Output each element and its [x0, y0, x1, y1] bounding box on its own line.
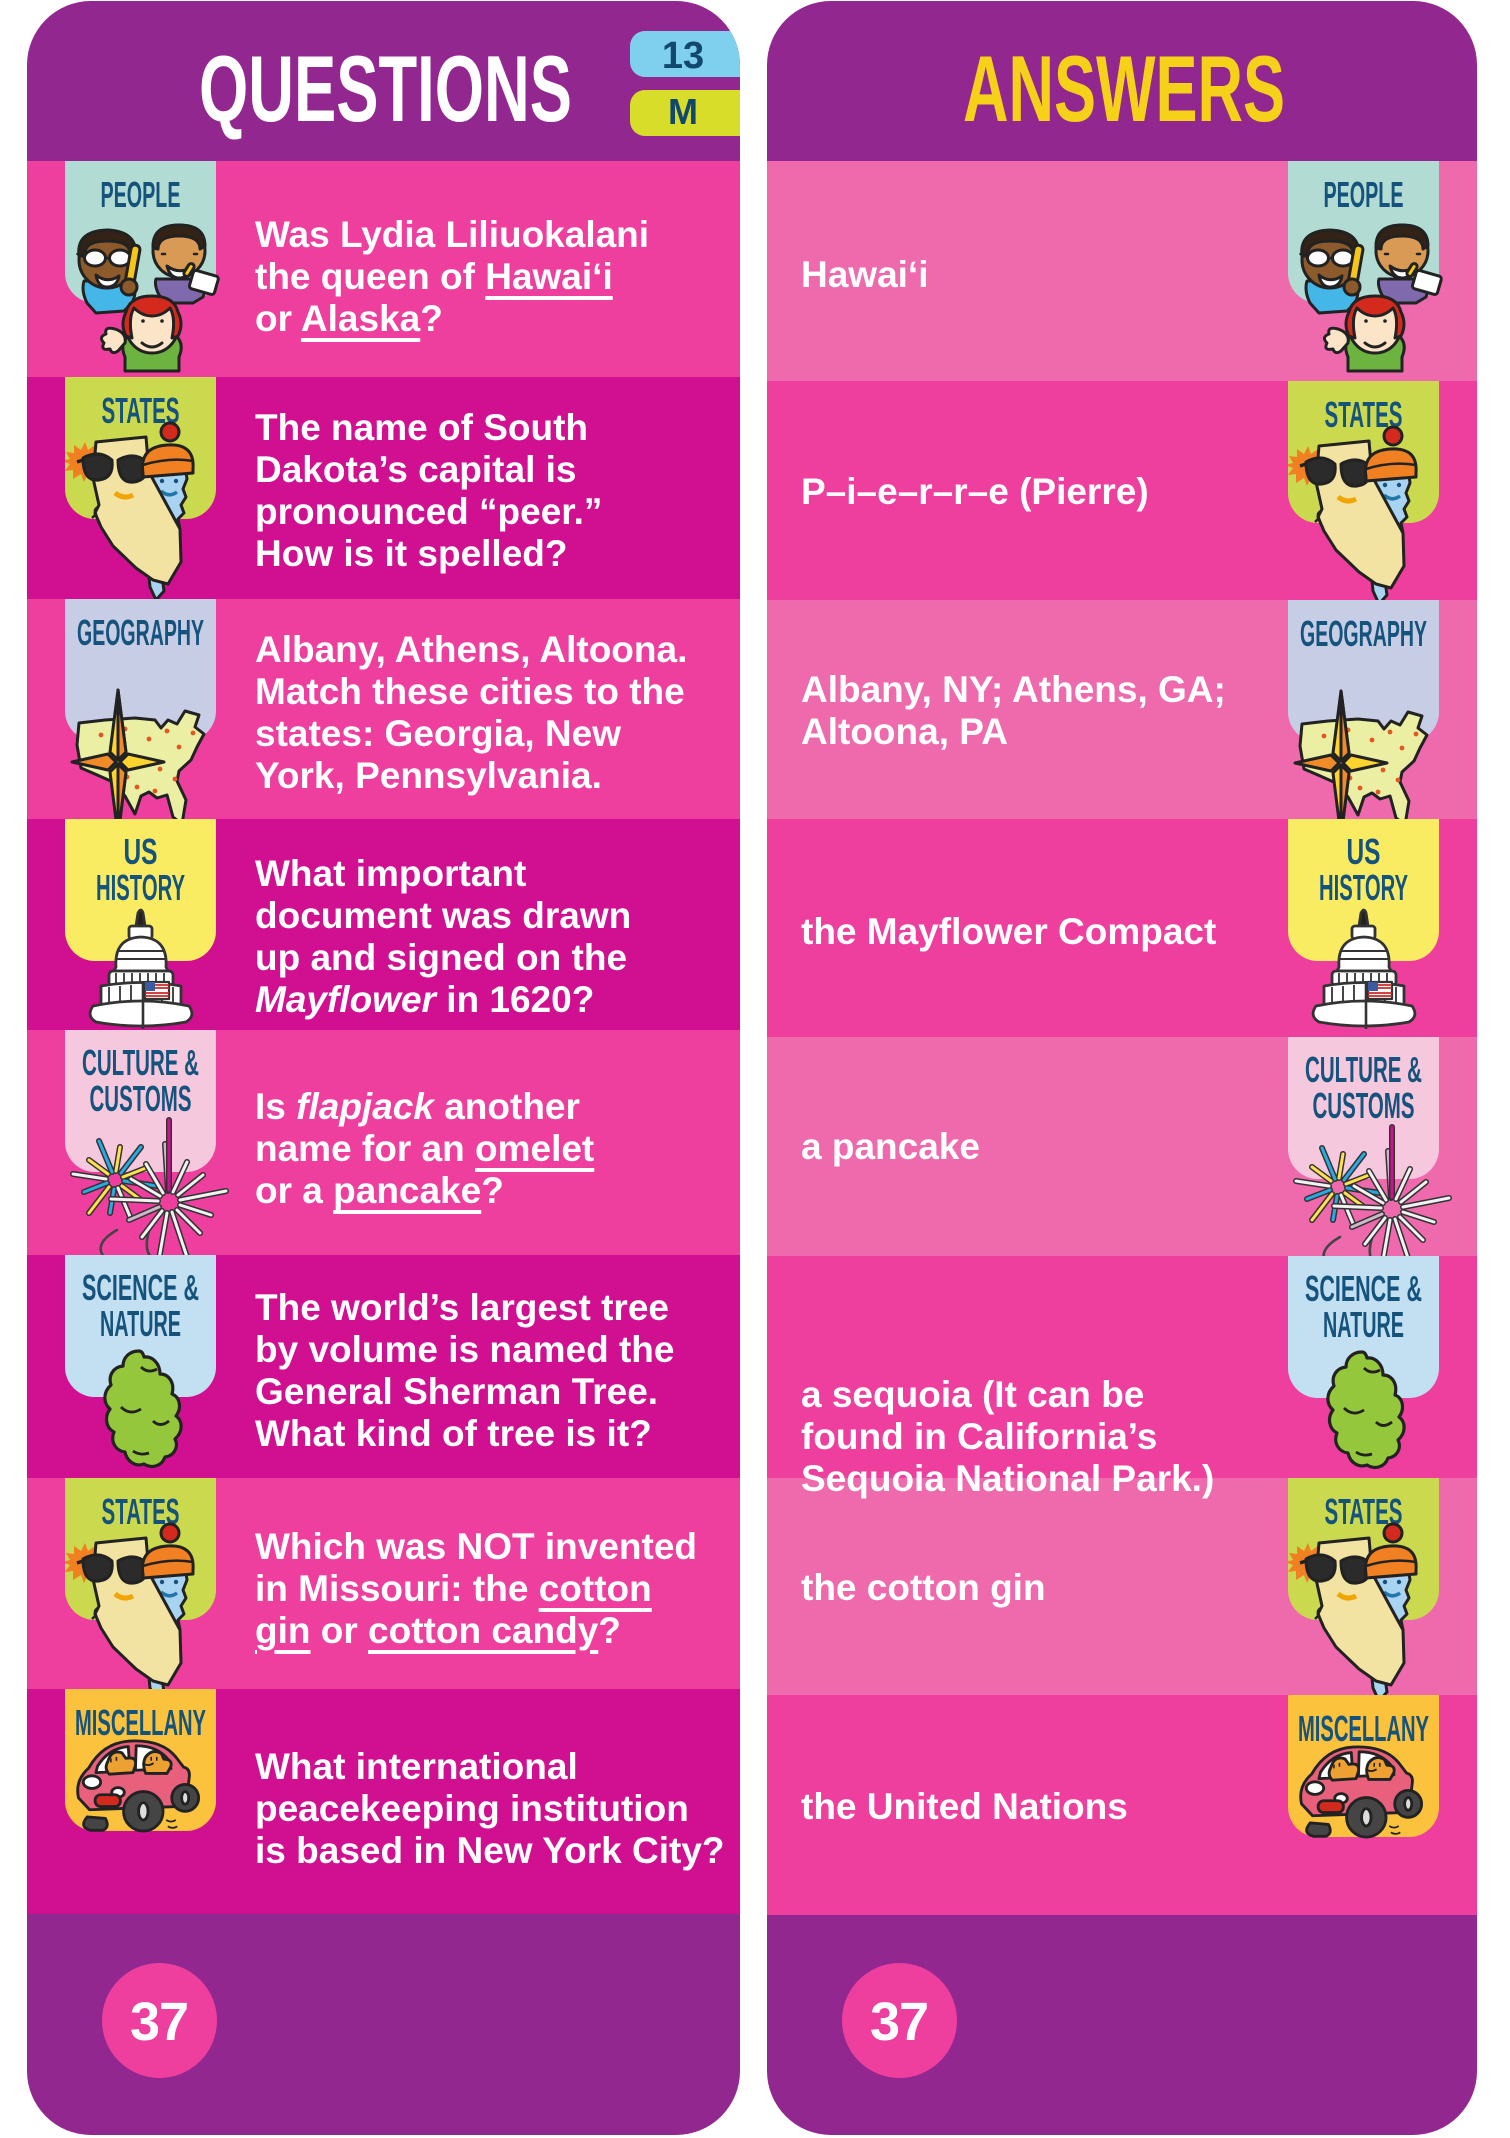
svg-text:CULTURE &: CULTURE & [1305, 1049, 1422, 1090]
svg-text:ANSWERS: ANSWERS [963, 36, 1285, 141]
svg-text:GEOGRAPHY: GEOGRAPHY [77, 612, 204, 653]
svg-text:37: 37 [130, 1992, 188, 2052]
svg-text:CUSTOMS: CUSTOMS [1313, 1085, 1415, 1126]
svg-text:CULTURE &: CULTURE & [82, 1042, 199, 1083]
svg-text:PEOPLE: PEOPLE [101, 174, 181, 215]
svg-text:PEOPLE: PEOPLE [1324, 174, 1404, 215]
svg-text:US: US [124, 831, 158, 872]
svg-text:NATURE: NATURE [100, 1303, 181, 1344]
svg-text:NATURE: NATURE [1323, 1304, 1404, 1345]
svg-text:MISCELLANY: MISCELLANY [75, 1702, 206, 1743]
svg-text:MISCELLANY: MISCELLANY [1298, 1708, 1429, 1749]
svg-text:CUSTOMS: CUSTOMS [90, 1078, 192, 1119]
svg-text:HISTORY: HISTORY [96, 867, 185, 908]
svg-text:SCIENCE &: SCIENCE & [1305, 1268, 1422, 1309]
svg-text:US: US [1347, 831, 1381, 872]
svg-text:SCIENCE &: SCIENCE & [82, 1267, 199, 1308]
svg-text:HISTORY: HISTORY [1319, 867, 1408, 908]
svg-text:37: 37 [870, 1992, 928, 2052]
svg-text:M: M [668, 91, 698, 132]
svg-text:13: 13 [662, 35, 704, 77]
svg-text:QUESTIONS: QUESTIONS [199, 36, 572, 141]
svg-text:GEOGRAPHY: GEOGRAPHY [1300, 613, 1427, 654]
